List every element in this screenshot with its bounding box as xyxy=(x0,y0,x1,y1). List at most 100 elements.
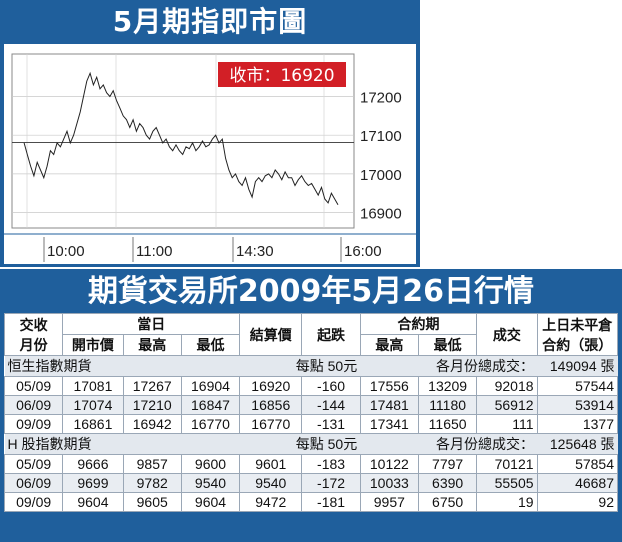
header-settle: 結算價 xyxy=(239,313,303,356)
table-cell: 7797 xyxy=(417,454,478,474)
section-unit: 每點 50元 xyxy=(239,355,361,377)
section-total: 149094 張 xyxy=(537,355,618,377)
section-name: H 股指數期貨 xyxy=(4,433,240,455)
header-oi-line2: 合約（張） xyxy=(542,336,613,353)
table-cell: 13209 xyxy=(417,376,478,396)
y-tick-label: 17000 xyxy=(360,167,402,184)
table-cell: 9540 xyxy=(239,473,303,493)
chart-area: 17200 17100 17000 16900 10:00 11:00 14:30 16:0… xyxy=(4,44,416,264)
table-title: 期貨交易所2009年5月26日行情 xyxy=(87,274,535,309)
table-cell: 10122 xyxy=(359,454,419,474)
table-row: 09/09 16861 16942 16770 16770 -131 17341 11650 1… xyxy=(3,414,619,434)
table-cell: 19 xyxy=(476,492,538,512)
table-cell: 06/09 xyxy=(3,473,64,493)
table-cell: 57544 xyxy=(536,376,619,396)
y-axis-ticks: 17200 17100 17000 16900 xyxy=(360,90,402,223)
table-cell: 9601 xyxy=(239,454,303,474)
header-oi-line1: 上日未平倉 xyxy=(542,316,613,333)
table-cell: 111 xyxy=(476,414,538,434)
header-volume: 成交 xyxy=(476,313,538,356)
table-cell: 17210 xyxy=(122,395,182,415)
table-cell: 17267 xyxy=(122,376,182,396)
table-cell: -183 xyxy=(301,454,361,474)
header-month-line1: 交收 xyxy=(19,316,48,333)
table-cell: 53914 xyxy=(536,395,619,415)
price-series-line xyxy=(23,71,339,206)
header-high: 最高 xyxy=(122,334,182,356)
table-cell: 92 xyxy=(536,492,619,512)
table-cell: -160 xyxy=(301,376,361,396)
table-cell: 9666 xyxy=(62,454,124,474)
header-day: 當日 xyxy=(62,313,241,335)
x-tick-label: 11:00 xyxy=(136,243,172,260)
table-row: 06/09 17074 17210 16847 16856 -144 17481 11180 5… xyxy=(3,395,619,415)
table-cell: 9600 xyxy=(180,454,241,474)
y-tick-label: 16900 xyxy=(360,206,402,223)
header-month: 交收 月份 xyxy=(3,313,64,356)
section-header-row: H 股指數期貨 每點 50元 各月份總成交： 125648 張 xyxy=(4,433,618,455)
table-cell: 16856 xyxy=(239,395,303,415)
table-cell: 16861 xyxy=(62,414,124,434)
table-cell: 16942 xyxy=(122,414,182,434)
table-cell: 57854 xyxy=(536,454,619,474)
table-cell: 16770 xyxy=(239,414,303,434)
x-tick-label: 14:30 xyxy=(236,243,274,260)
table-cell: 9782 xyxy=(122,473,182,493)
intraday-chart-panel: 5月期指即市圖 17200 17100 17000 16900 10:00 11:00 1… xyxy=(0,0,420,267)
x-axis-ticks: 10:00 11:00 14:30 16:00 xyxy=(43,237,382,262)
table-header: 交收 月份 當日 結算價 起跌 合約期 成交 上日未平倉 合約（張） 開市價 最… xyxy=(3,313,619,356)
header-month-line2: 月份 xyxy=(19,336,48,353)
table-cell: 55505 xyxy=(476,473,538,493)
header-change: 起跌 xyxy=(301,313,361,356)
table-cell: -172 xyxy=(301,473,361,493)
table-row: 06/09 9699 9782 9540 9540 -172 10033 6390 55505 4… xyxy=(3,473,619,493)
table-cell: 16920 xyxy=(239,376,303,396)
section-header-row: 恒生指數期貨 每點 50元 各月份總成交： 149094 張 xyxy=(4,355,618,377)
chart-title: 5月期指即市圖 xyxy=(112,5,308,38)
table-cell: -181 xyxy=(301,492,361,512)
table-cell: 70121 xyxy=(476,454,538,474)
table-cell: 9540 xyxy=(180,473,241,493)
section-total-label: 各月份總成交： xyxy=(360,433,538,455)
section-unit: 每點 50元 xyxy=(239,433,361,455)
table-cell: 9605 xyxy=(122,492,182,512)
futures-quote-table: 交收 月份 當日 結算價 起跌 合約期 成交 上日未平倉 合約（張） 開市價 最… xyxy=(3,313,619,512)
table-row: 05/09 9666 9857 9600 9601 -183 10122 7797 70121 5… xyxy=(3,454,619,474)
table-cell: 9604 xyxy=(62,492,124,512)
table-cell: 56912 xyxy=(476,395,538,415)
section-total: 125648 張 xyxy=(537,433,618,455)
table-cell: 05/09 xyxy=(3,376,64,396)
table-cell: 17481 xyxy=(359,395,419,415)
table-cell: 16770 xyxy=(180,414,241,434)
table-cell: 09/09 xyxy=(3,492,64,512)
table-cell: 11180 xyxy=(417,395,478,415)
table-row: 05/09 17081 17267 16904 16920 -160 17556 13209 9… xyxy=(3,376,619,396)
header-low: 最低 xyxy=(180,334,241,356)
table-cell: 9604 xyxy=(180,492,241,512)
table-cell: 17556 xyxy=(359,376,419,396)
table-cell: 9857 xyxy=(122,454,182,474)
table-row: 09/09 9604 9605 9604 9472 -181 9957 6750 19 92 xyxy=(3,492,619,512)
table-cell: 06/09 xyxy=(3,395,64,415)
header-contract-low: 最低 xyxy=(417,334,478,356)
table-cell: 46687 xyxy=(536,473,619,493)
table-cell: -144 xyxy=(301,395,361,415)
header-open-interest: 上日未平倉 合約（張） xyxy=(536,313,619,356)
table-cell: 9699 xyxy=(62,473,124,493)
table-cell: 11650 xyxy=(417,414,478,434)
table-cell: 17074 xyxy=(62,395,124,415)
header-contract: 合約期 xyxy=(359,313,478,335)
table-cell: 17081 xyxy=(62,376,124,396)
close-price-badge xyxy=(218,62,346,87)
table-cell: 1377 xyxy=(536,414,619,434)
table-cell: 6750 xyxy=(417,492,478,512)
table-cell: 05/09 xyxy=(3,454,64,474)
close-price-label: 收市：16920 xyxy=(229,66,334,86)
table-cell: -131 xyxy=(301,414,361,434)
table-body: 恒生指數期貨 每點 50元 各月份總成交： 149094 張 05/09 17081 172… xyxy=(3,355,619,512)
header-open: 開市價 xyxy=(62,334,124,356)
y-tick-label: 17100 xyxy=(360,128,402,145)
futures-quotes-panel: 期貨交易所2009年5月26日行情 交收 月份 當日 結算價 起跌 合約期 成交… xyxy=(0,269,622,542)
section-name: 恒生指數期貨 xyxy=(4,355,240,377)
table-cell: 09/09 xyxy=(3,414,64,434)
